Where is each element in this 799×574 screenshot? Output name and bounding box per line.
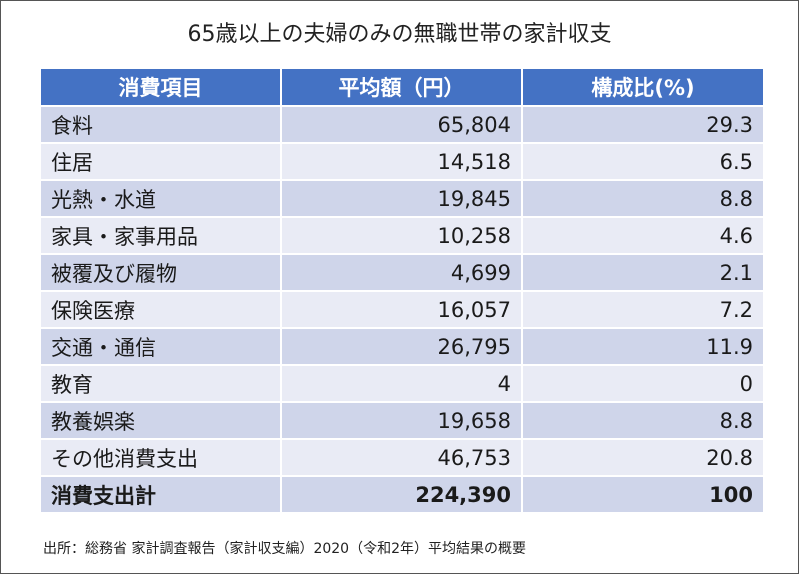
table-header-row: 消費項目 平均額（円） 構成比(%) [39, 67, 765, 107]
item-cell: 住居 [39, 142, 282, 181]
item-cell: その他消費支出 [39, 438, 282, 477]
table-row: 教育 4 0 [39, 364, 765, 403]
source-footnote: 出所：総務省 家計調査報告（家計収支編）2020（令和2年）平均結果の概要 [43, 541, 526, 557]
amount-cell: 14,518 [280, 142, 523, 181]
amount-cell: 26,795 [280, 327, 523, 366]
header-ratio: 構成比(%) [521, 67, 765, 107]
ratio-cell: 29.3 [521, 105, 765, 144]
ratio-cell: 2.1 [521, 253, 765, 292]
ratio-cell: 4.6 [521, 216, 765, 255]
amount-cell: 19,658 [280, 401, 523, 440]
ratio-cell: 8.8 [521, 179, 765, 218]
table-row: 住居 14,518 6.5 [39, 142, 765, 181]
ratio-cell: 8.8 [521, 401, 765, 440]
table-row: 光熱・水道 19,845 8.8 [39, 179, 765, 218]
item-cell: 教育 [39, 364, 282, 403]
table-row: 食料 65,804 29.3 [39, 105, 765, 144]
table-row: その他消費支出 46,753 20.8 [39, 438, 765, 477]
amount-cell: 16,057 [280, 290, 523, 329]
ratio-cell: 20.8 [521, 438, 765, 477]
total-row: 消費支出計 224,390 100 [39, 475, 765, 514]
item-cell: 食料 [39, 105, 282, 144]
amount-cell: 4,699 [280, 253, 523, 292]
total-item-cell: 消費支出計 [39, 475, 282, 514]
item-cell: 被覆及び履物 [39, 253, 282, 292]
table-row: 保険医療 16,057 7.2 [39, 290, 765, 329]
item-cell: 交通・通信 [39, 327, 282, 366]
ratio-cell: 0 [521, 364, 765, 403]
ratio-cell: 6.5 [521, 142, 765, 181]
total-ratio-cell: 100 [521, 475, 765, 514]
table-row: 家具・家事用品 10,258 4.6 [39, 216, 765, 255]
table-row: 被覆及び履物 4,699 2.1 [39, 253, 765, 292]
item-cell: 教養娯楽 [39, 401, 282, 440]
amount-cell: 46,753 [280, 438, 523, 477]
item-cell: 保険医療 [39, 290, 282, 329]
ratio-cell: 11.9 [521, 327, 765, 366]
total-amount-cell: 224,390 [280, 475, 523, 514]
amount-cell: 10,258 [280, 216, 523, 255]
page-title: 65歳以上の夫婦のみの無職世帯の家計収支 [187, 22, 612, 47]
amount-cell: 4 [280, 364, 523, 403]
table-row: 教養娯楽 19,658 8.8 [39, 401, 765, 440]
item-cell: 光熱・水道 [39, 179, 282, 218]
table-row: 交通・通信 26,795 11.9 [39, 327, 765, 366]
item-cell: 家具・家事用品 [39, 216, 282, 255]
amount-cell: 65,804 [280, 105, 523, 144]
header-item: 消費項目 [39, 67, 282, 107]
header-amount: 平均額（円） [280, 67, 523, 107]
expenditure-table: 消費項目 平均額（円） 構成比(%) 食料 65,804 29.3 住居 14,… [39, 67, 765, 514]
amount-cell: 19,845 [280, 179, 523, 218]
ratio-cell: 7.2 [521, 290, 765, 329]
